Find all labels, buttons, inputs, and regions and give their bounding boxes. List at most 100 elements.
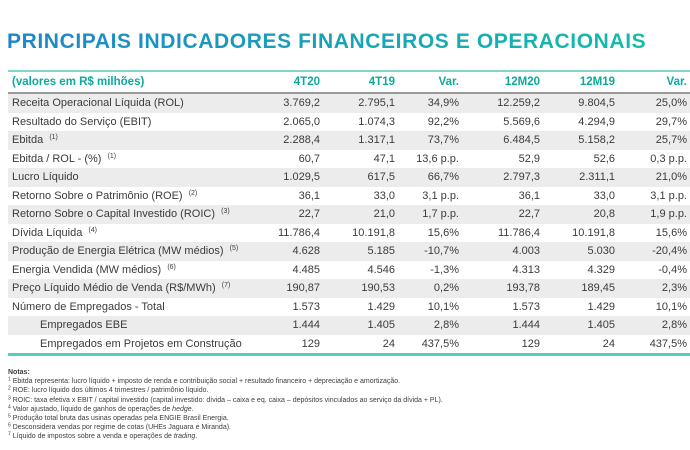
row-value: 10.191,8 — [572, 226, 615, 239]
table-row: Retorno Sobre o Capital Investido (ROIC)… — [8, 205, 690, 224]
row-label: Retorno Sobre o Patrimônio (ROE) (2) — [12, 189, 198, 202]
notes-list: 1 Ebitda representa: lucro líquido + imp… — [8, 377, 684, 441]
row-value: 437,5% — [421, 337, 459, 350]
row-value: 9.804,5 — [578, 97, 615, 109]
table-header: (valores em R$ milhões) 4T20 4T19 Var. 12M2… — [8, 71, 690, 94]
row-value: 4.546 — [367, 263, 395, 276]
row-value: 2,8% — [433, 319, 459, 331]
row-value: 5.158,2 — [578, 134, 615, 146]
row-value: 21,0 — [373, 208, 395, 220]
row-value: -20,4% — [652, 245, 687, 257]
note-item: 2 ROE: lucro líquido dos últimos 4 trime… — [8, 385, 209, 395]
row-value: 189,45 — [581, 282, 615, 294]
row-value: 1.074,3 — [358, 115, 395, 128]
column-header: 4T19 — [323, 71, 398, 94]
row-value: -1,3% — [430, 263, 459, 276]
column-header: Var. — [398, 71, 462, 94]
row-value: 3,1 p.p. — [422, 189, 459, 202]
row-label: Ebitda / ROL - (%) (1) — [12, 152, 117, 165]
column-header: Var. — [618, 71, 690, 94]
row-value: 66,7% — [427, 171, 459, 183]
row-label: Dívida Líquida (4) — [12, 226, 98, 239]
row-value: 33,0 — [593, 189, 615, 202]
row-value: 92,2% — [427, 115, 459, 128]
row-value: 73,7% — [427, 134, 459, 146]
row-value: 190,87 — [286, 282, 320, 294]
table-row: Retorno Sobre o Patrimônio (ROE) (2) 36,1… — [8, 187, 690, 206]
row-value: 52,9 — [518, 152, 540, 165]
row-value: 15,6% — [655, 226, 687, 239]
notes-heading: Notas: — [8, 369, 30, 376]
table-row: Preço Líquido Médio de Venda (R$/MWh) (7… — [8, 279, 690, 298]
row-value: 0,3 p.p. — [650, 152, 687, 165]
row-label: Produção de Energia Elétrica (MW médios)… — [12, 245, 239, 257]
table-body: Receita Operacional Líquida (ROL) 3.769,2… — [8, 93, 690, 355]
row-value: 1.029,5 — [283, 171, 320, 183]
row-label: Energia Vendida (MW médios) (6) — [12, 263, 176, 276]
row-value: 1.444 — [292, 319, 320, 331]
row-value: 36,1 — [298, 189, 320, 202]
row-value: 29,7% — [655, 115, 687, 128]
row-value: 4.628 — [292, 245, 320, 257]
row-value: 2.311,1 — [579, 171, 615, 183]
row-value: 1.317,1 — [358, 134, 395, 146]
note-item: 7 Líquido de impostos sobre a venda e op… — [8, 431, 198, 441]
row-value: 1.573 — [512, 300, 540, 313]
unit-label: (valores em R$ milhões) — [8, 71, 245, 94]
row-label: Número de Empregados - Total — [12, 300, 165, 313]
note-item: 3 ROIC: taxa efetiva x EBIT / capital in… — [8, 395, 443, 404]
row-value: 1.444 — [512, 319, 540, 331]
table-row: Receita Operacional Líquida (ROL) 3.769,2… — [8, 93, 690, 113]
row-value: 1.429 — [587, 300, 615, 313]
table-row: Número de Empregados - Total 1.573 1.429 10… — [8, 298, 690, 317]
row-value: 1,7 p.p. — [422, 208, 459, 220]
row-label: Ebitda (1) — [12, 134, 58, 146]
row-value: 4.485 — [292, 263, 320, 276]
row-value: 4.003 — [512, 245, 540, 257]
row-value: 24 — [382, 337, 395, 350]
row-value: 129 — [521, 337, 540, 350]
row-value: 15,6% — [427, 226, 459, 239]
row-value: 1,9 p.p. — [650, 208, 687, 220]
row-value: 6.484,5 — [503, 134, 540, 146]
row-value: 1.573 — [292, 300, 320, 313]
row-value: 25,7% — [655, 134, 687, 146]
row-value: 617,5 — [367, 171, 395, 183]
row-value: 60,7 — [298, 152, 320, 165]
row-value: 21,0% — [655, 171, 687, 183]
row-value: 2.065,0 — [283, 115, 320, 128]
row-value: 2.795,1 — [358, 97, 395, 109]
table-row: Dívida Líquida (4) 11.786,4 10.191,8 15,6% 1… — [8, 224, 690, 243]
column-header: 12M19 — [543, 71, 618, 94]
row-value: 13,6 p.p. — [416, 152, 459, 165]
row-value: 10,1% — [427, 300, 459, 313]
row-value: 2.797,3 — [503, 171, 540, 183]
row-value: 1.429 — [367, 300, 395, 313]
row-value: 5.569,6 — [503, 115, 540, 128]
row-value: 34,9% — [427, 97, 459, 109]
page-title: PRINCIPAIS INDICADORES FINANCEIROS E OPE… — [7, 30, 690, 54]
row-value: 11.786,4 — [277, 226, 320, 239]
row-value: -10,7% — [424, 245, 459, 257]
row-value: 22,7 — [518, 208, 540, 220]
row-label: Empregados em Projetos em Construção — [40, 337, 242, 350]
table-row: Ebitda (1) 2.288,4 1.317,1 73,7% 6.484,5 5.15… — [8, 131, 690, 150]
row-value: 10.191,8 — [352, 226, 395, 239]
table-row: Ebitda / ROL - (%) (1) 60,7 47,1 13,6 p.p. 5… — [8, 150, 690, 169]
row-value: 36,1 — [518, 189, 540, 202]
row-value: 190,53 — [361, 282, 395, 294]
note-item: 4 Valor ajustado, líquido de ganhos de o… — [8, 404, 194, 413]
row-label: Retorno Sobre o Capital Investido (ROIC)… — [12, 208, 230, 220]
row-value: 0,2% — [433, 282, 459, 294]
row-value: 129 — [301, 337, 320, 350]
row-value: 2,3% — [661, 282, 687, 294]
column-header: 4T20 — [245, 71, 323, 94]
row-value: 24 — [602, 337, 615, 350]
row-label: Empregados EBE — [40, 319, 128, 331]
row-value: 33,0 — [373, 189, 395, 202]
row-value: 2.288,4 — [283, 134, 320, 146]
row-value: 20,8 — [593, 208, 615, 220]
row-value: 4.329 — [587, 263, 615, 276]
note-item: 6 Desconsidera vendas por regime de cota… — [8, 422, 231, 432]
table-row: Empregados EBE 1.444 1.405 2,8% 1.444 1.405 2,… — [8, 316, 690, 335]
